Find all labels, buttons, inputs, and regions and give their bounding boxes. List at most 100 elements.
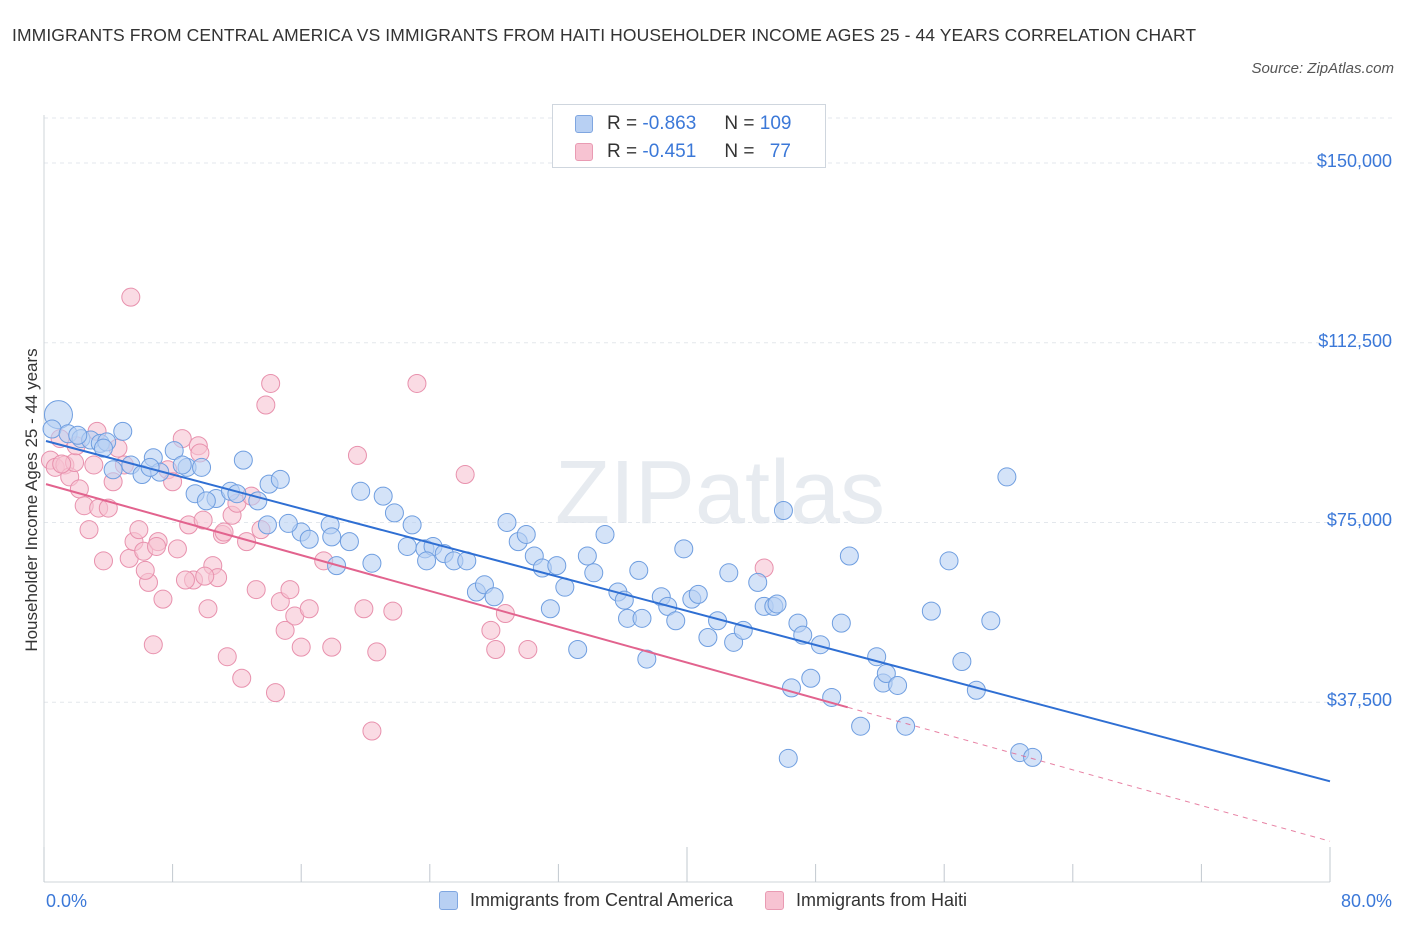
y-tick-label: $112,500 xyxy=(1318,330,1392,351)
point-central-america xyxy=(103,460,123,480)
point-central-america xyxy=(801,668,821,688)
point-central-america xyxy=(1023,747,1043,767)
legend-item-central-america[interactable]: Immigrants from Central America xyxy=(438,890,734,911)
point-haiti xyxy=(129,520,149,540)
point-haiti xyxy=(163,472,183,492)
trend-line-haiti xyxy=(45,483,849,709)
point-central-america xyxy=(384,503,404,523)
point-central-america xyxy=(577,546,597,566)
point-central-america xyxy=(568,640,588,660)
point-haiti xyxy=(275,620,295,640)
point-central-america xyxy=(637,649,657,669)
point-central-america xyxy=(339,532,359,552)
source-label: Source: ZipAtlas.com xyxy=(1251,60,1394,77)
point-central-america xyxy=(299,529,319,549)
point-central-america xyxy=(629,560,649,580)
blue-swatch xyxy=(575,115,593,133)
point-haiti xyxy=(481,620,501,640)
point-central-america xyxy=(733,620,753,640)
point-haiti xyxy=(167,539,187,559)
point-haiti xyxy=(246,580,266,600)
point-central-america xyxy=(497,512,517,532)
point-haiti xyxy=(193,510,213,530)
y-tick-label: $37,500 xyxy=(1326,690,1392,711)
point-haiti xyxy=(143,635,163,655)
trend-line-haiti-extension xyxy=(847,706,1331,842)
point-central-america xyxy=(778,748,798,768)
point-haiti xyxy=(367,642,387,662)
point-haiti xyxy=(121,287,141,307)
point-haiti xyxy=(195,566,215,586)
point-central-america xyxy=(719,563,739,583)
point-haiti xyxy=(79,520,99,540)
point-central-america xyxy=(666,611,686,631)
point-central-america xyxy=(674,539,694,559)
point-central-america xyxy=(939,551,959,571)
legend-label-central-america: Immigrants from Central America xyxy=(469,890,734,910)
point-central-america xyxy=(402,515,422,535)
point-central-america xyxy=(278,513,298,533)
point-central-america xyxy=(595,524,615,544)
point-central-america xyxy=(373,486,393,506)
point-central-america xyxy=(584,563,604,583)
point-central-america xyxy=(196,491,216,511)
correlation-legend: R = -0.863 N = 109 R = -0.451 N = 77 xyxy=(552,104,826,168)
point-haiti xyxy=(299,599,319,619)
r-label: R = xyxy=(607,141,638,162)
point-central-america xyxy=(547,556,567,576)
point-haiti xyxy=(362,721,382,741)
point-central-america xyxy=(851,716,871,736)
legend-row-haiti: R = -0.451 N = 77 xyxy=(575,139,791,165)
n-label: N = xyxy=(724,113,755,134)
point-central-america xyxy=(257,515,277,535)
point-central-america xyxy=(748,572,768,592)
point-haiti xyxy=(455,465,475,485)
point-central-america xyxy=(233,450,253,470)
y-tick-label: $150,000 xyxy=(1316,150,1392,171)
n-value-blue: 109 xyxy=(759,113,792,134)
point-central-america xyxy=(140,457,160,477)
point-central-america xyxy=(516,524,536,544)
point-central-america xyxy=(270,469,290,489)
r-value-pink: -0.451 xyxy=(642,141,697,162)
point-central-america xyxy=(362,553,382,573)
point-central-america xyxy=(831,613,851,633)
point-haiti xyxy=(407,373,427,393)
point-central-america xyxy=(698,628,718,648)
blue-swatch xyxy=(438,891,458,910)
legend-item-haiti[interactable]: Immigrants from Haiti xyxy=(765,890,967,911)
point-central-america xyxy=(192,457,212,477)
point-haiti xyxy=(147,536,167,556)
pink-swatch xyxy=(575,143,593,161)
point-haiti xyxy=(198,599,218,619)
trend-line-central-america xyxy=(45,440,1331,783)
point-central-america xyxy=(322,527,342,547)
central-america-points xyxy=(42,400,1043,768)
r-value-blue: -0.863 xyxy=(642,113,697,134)
point-haiti xyxy=(256,395,276,415)
point-central-america xyxy=(997,467,1017,487)
point-haiti xyxy=(322,637,342,657)
point-central-america xyxy=(172,455,192,475)
point-central-america xyxy=(888,675,908,695)
point-haiti xyxy=(280,580,300,600)
point-central-america xyxy=(773,500,793,520)
point-central-america xyxy=(921,601,941,621)
r-label: R = xyxy=(607,113,638,134)
watermark: ZIPatlas xyxy=(555,443,885,543)
point-central-america xyxy=(896,716,916,736)
point-haiti xyxy=(52,454,72,474)
haiti-points xyxy=(40,287,774,741)
point-central-america xyxy=(632,608,652,628)
point-central-america xyxy=(164,441,184,461)
x-tick-min: 0.0% xyxy=(46,891,88,911)
point-central-america xyxy=(351,481,371,501)
point-haiti xyxy=(486,640,506,660)
point-haiti xyxy=(518,640,538,660)
y-tick-label: $75,000 xyxy=(1326,510,1392,531)
chart-title: IMMIGRANTS FROM CENTRAL AMERICA VS IMMIG… xyxy=(12,25,1197,45)
point-central-america xyxy=(767,594,787,614)
point-haiti xyxy=(135,560,155,580)
n-label: N = xyxy=(724,141,755,162)
point-central-america xyxy=(417,551,437,571)
